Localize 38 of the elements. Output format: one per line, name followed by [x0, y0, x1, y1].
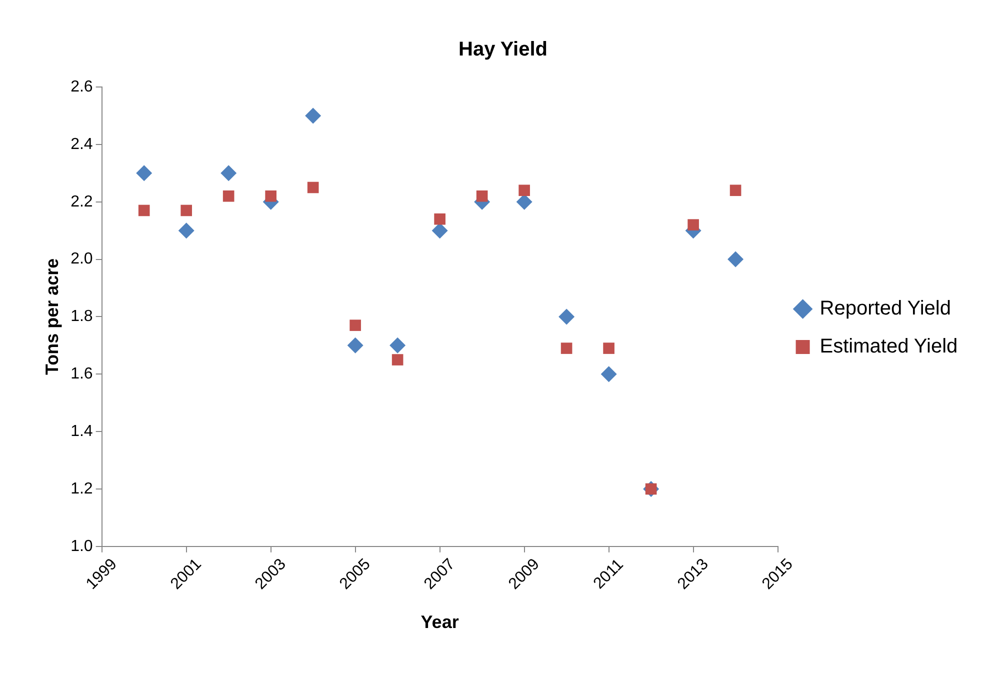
- y-tick-label: 1.4: [70, 422, 93, 440]
- point: [688, 219, 699, 230]
- x-axis-title: Year: [420, 612, 459, 632]
- point: [518, 184, 530, 196]
- legend-label: Reported Yield: [820, 298, 951, 320]
- point: [138, 204, 150, 216]
- y-tick-label: 2.6: [70, 78, 93, 96]
- point: [434, 213, 446, 225]
- point: [222, 190, 234, 202]
- point: [603, 342, 614, 354]
- y-tick-label: 1.6: [70, 366, 93, 383]
- y-tick-label: 2.0: [70, 250, 93, 268]
- y-tick-label: 1.0: [70, 538, 93, 555]
- point: [432, 222, 448, 239]
- y-tick-label: 2.2: [70, 193, 93, 210]
- y-tick-label: 1.2: [70, 480, 93, 498]
- point: [560, 342, 572, 354]
- y-axis-title: Tons per acre: [42, 258, 62, 376]
- point: [180, 204, 192, 216]
- point: [178, 222, 194, 239]
- point: [558, 308, 575, 325]
- point: [390, 337, 406, 354]
- y-tick-label: 1.8: [70, 308, 93, 326]
- point: [136, 165, 152, 182]
- point: [600, 366, 617, 382]
- point: [307, 182, 319, 194]
- point: [730, 184, 742, 196]
- point: [220, 165, 237, 182]
- point: [728, 251, 744, 268]
- legend-label: Estimated Yield: [820, 336, 958, 358]
- point: [392, 354, 404, 366]
- point: [347, 337, 364, 354]
- y-tick-label: 2.4: [70, 136, 93, 153]
- chart-title: Hay Yield: [458, 38, 548, 61]
- point: [265, 190, 276, 202]
- point: [476, 190, 488, 202]
- point: [305, 108, 322, 124]
- point: [350, 320, 361, 331]
